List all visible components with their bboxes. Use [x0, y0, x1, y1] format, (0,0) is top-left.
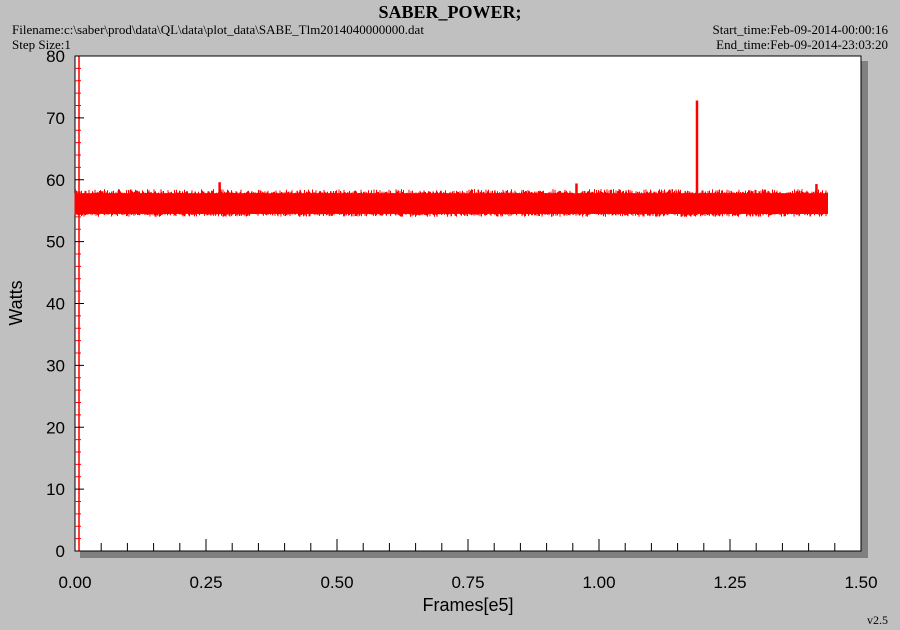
end-time-label: End_time:Feb-09-2014-23:03:20 — [716, 37, 888, 52]
x-tick-label: 1.50 — [844, 573, 877, 592]
x-tick-label: 0.00 — [58, 573, 91, 592]
y-tick-label: 60 — [46, 171, 65, 190]
x-axis-title: Frames[e5] — [422, 595, 513, 615]
y-tick-label: 10 — [46, 480, 65, 499]
x-tick-label: 0.25 — [189, 573, 222, 592]
start-time-label: Start_time:Feb-09-2014-00:00:16 — [712, 22, 888, 37]
plot-area — [74, 55, 862, 552]
y-tick-label: 20 — [46, 418, 65, 437]
x-tick-label: 0.50 — [320, 573, 353, 592]
y-tick-label: 70 — [46, 109, 65, 128]
y-tick-label: 80 — [46, 47, 65, 66]
x-tick-label: 1.25 — [713, 573, 746, 592]
series-line — [74, 189, 828, 217]
version-label: v2.5 — [867, 613, 888, 627]
y-tick-label: 40 — [46, 295, 65, 314]
y-tick-label: 30 — [46, 356, 65, 375]
x-tick-label: 1.00 — [582, 573, 615, 592]
step-size-label: Step Size:1 — [12, 37, 71, 52]
y-tick-label: 0 — [56, 542, 65, 561]
filename-label: Filename:c:\saber\prod\data\QL\data\plot… — [12, 22, 424, 37]
y-axis-title: Watts — [6, 280, 26, 325]
y-tick-label: 50 — [46, 233, 65, 252]
x-tick-label: 0.75 — [451, 573, 484, 592]
chart-title: SABER_POWER; — [378, 2, 522, 22]
